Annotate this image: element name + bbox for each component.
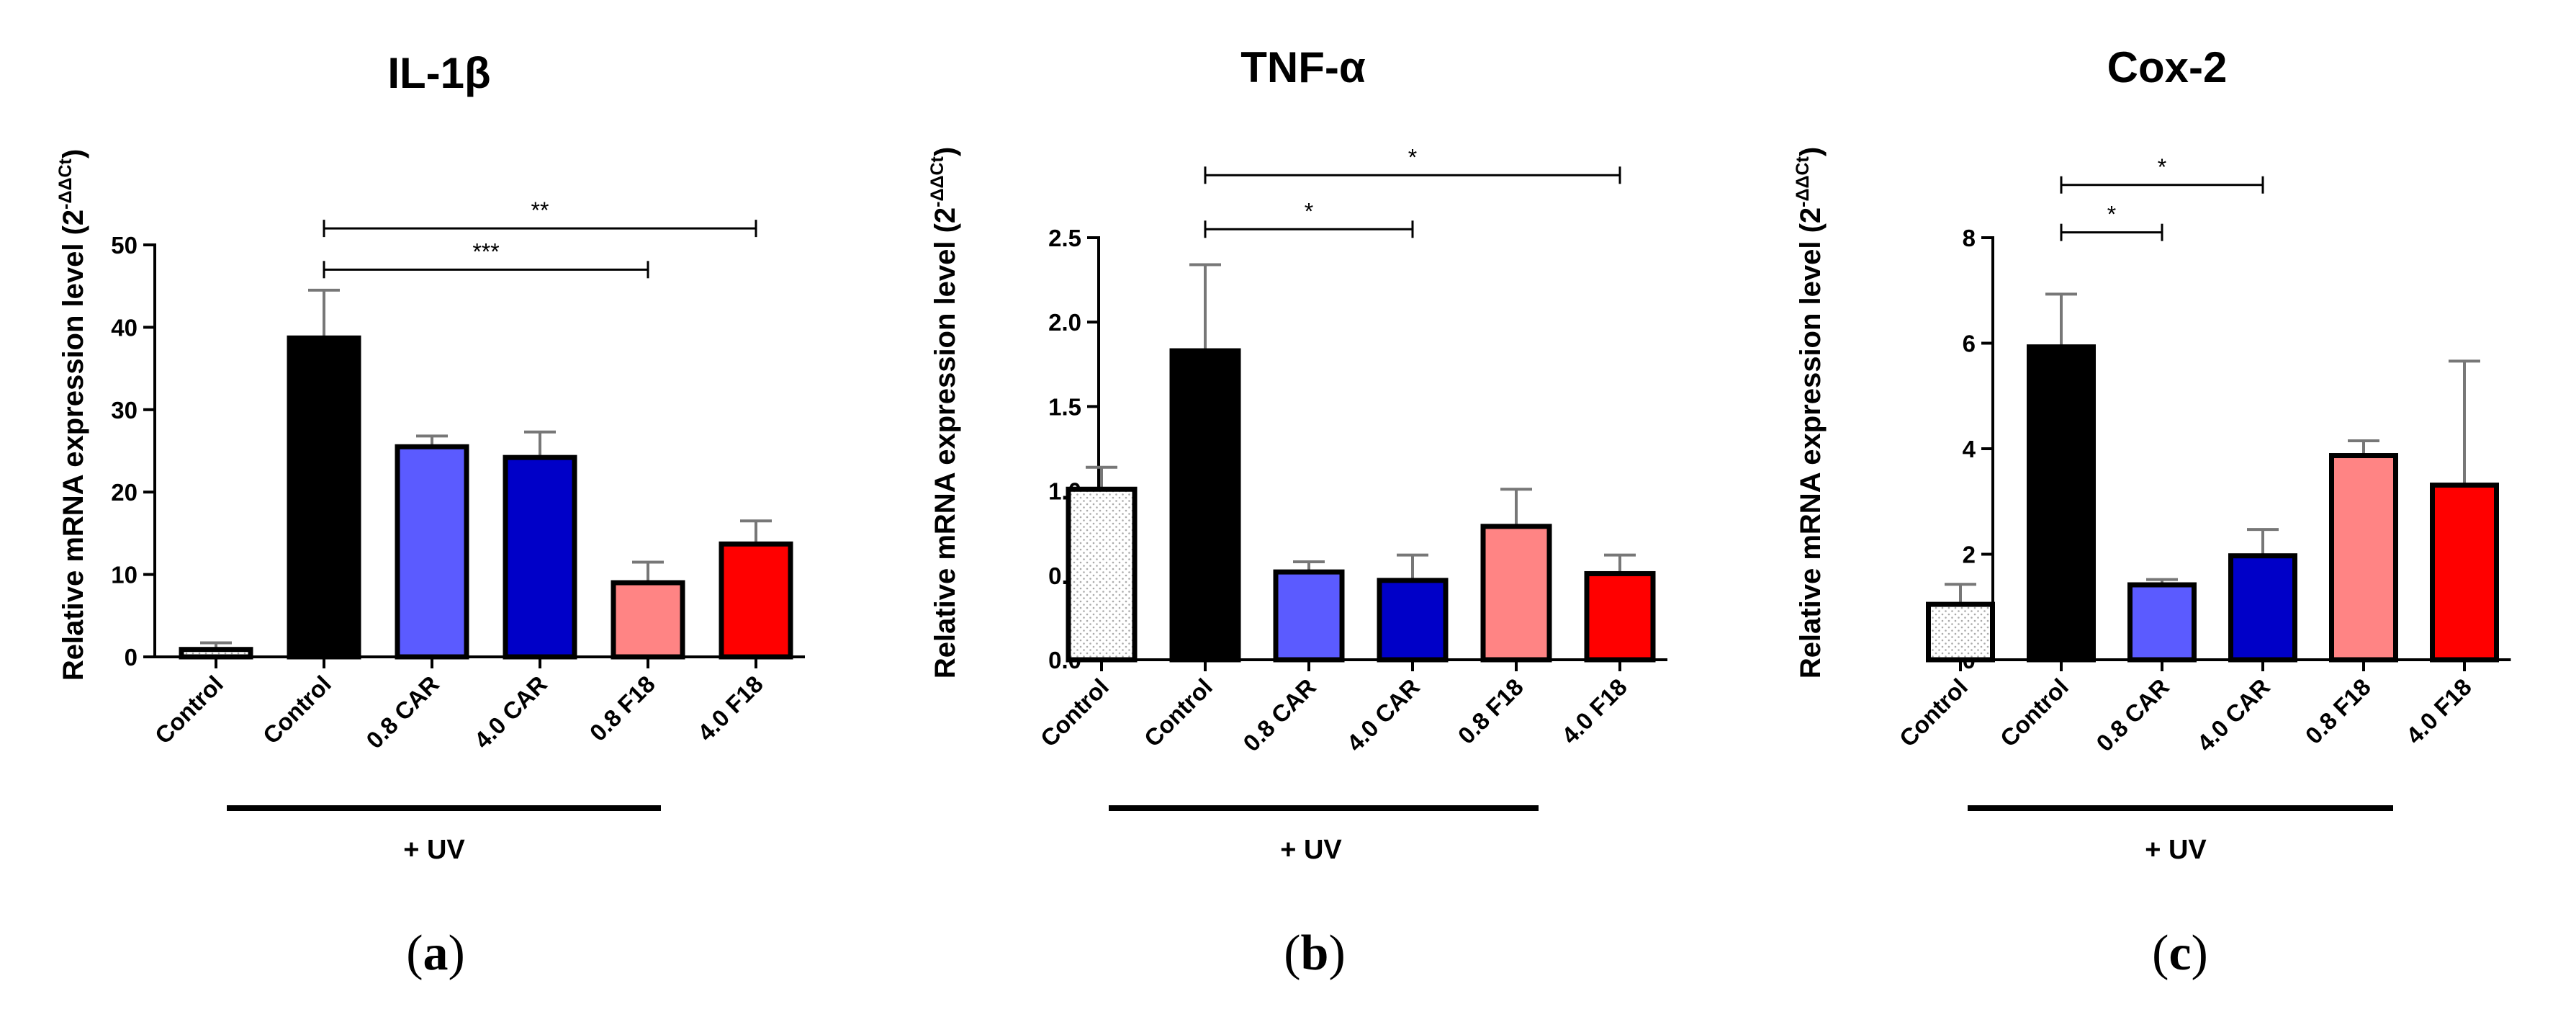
y-axis-label: Relative mRNA expression level (2-ΔΔCt): [927, 147, 961, 678]
category-label: 4.0 CAR: [1341, 673, 1425, 757]
y-axis-label-main: Relative mRNA expression level (2: [1795, 207, 1827, 678]
panel-label-open: (: [406, 926, 423, 981]
category-label: 0.8 F18: [1453, 673, 1528, 749]
y-tick-label: 2: [1963, 542, 1976, 568]
panel-label: (c): [2152, 926, 2208, 981]
bar: [1169, 348, 1241, 663]
y-tick-label: 50: [111, 232, 138, 259]
y-axis-label-close: ): [58, 149, 89, 158]
bar: [1584, 570, 1656, 663]
bar: [1377, 578, 1449, 663]
panel-label-letter: c: [2169, 926, 2191, 981]
y-tick-label: 40: [111, 314, 138, 341]
y-axis-label: Relative mRNA expression level (2-ΔΔCt): [1793, 147, 1827, 678]
bar: [395, 444, 469, 660]
category-label: 0.8 CAR: [1238, 673, 1321, 757]
chart-title: TNF-α: [1240, 43, 1366, 91]
category-label: 4.0 F18: [1557, 673, 1632, 749]
bar: [179, 647, 253, 660]
y-axis-label-sup: -ΔΔCt: [55, 158, 76, 209]
panel-label: (b): [1284, 926, 1346, 981]
y-axis-label-close: ): [1795, 147, 1827, 156]
bar: [2329, 453, 2398, 663]
category-label: Control: [258, 671, 336, 749]
uv-group-label: + UV: [2145, 835, 2207, 865]
uv-group-label: + UV: [1280, 835, 1342, 865]
panel-label-letter: a: [423, 926, 449, 981]
significance-label: ***: [472, 238, 499, 264]
bar: [611, 580, 685, 660]
y-tick-label: 1.5: [1048, 393, 1081, 420]
category-label: Control: [1139, 673, 1217, 752]
bar: [503, 454, 577, 660]
chart-title: Cox-2: [2107, 43, 2228, 91]
bar: [2430, 483, 2499, 663]
bar: [1480, 524, 1552, 663]
uv-group-label: + UV: [403, 835, 465, 865]
category-label: 0.8 CAR: [361, 671, 444, 754]
y-tick-label: 20: [111, 479, 138, 506]
category-label: 0.8 F18: [2300, 673, 2376, 749]
bar: [2228, 553, 2297, 663]
chart-a: IL-1β 0 10 20 30 40 50 Relative mRNA expression…: [55, 49, 805, 981]
panel-label-letter: b: [1301, 926, 1329, 981]
y-axis-label-main: Relative mRNA expression level (2: [58, 210, 89, 681]
significance-label: *: [2158, 154, 2166, 180]
bar: [1066, 486, 1138, 663]
y-axis-label-main: Relative mRNA expression level (2: [929, 207, 961, 678]
category-label: Control: [1995, 673, 2073, 752]
category-label: Control: [150, 671, 228, 749]
panel-label-close: ): [2192, 926, 2208, 981]
category-label: 0.8 F18: [585, 671, 660, 746]
category-label: Control: [1035, 673, 1114, 752]
panel-label-close: ): [449, 926, 465, 981]
bar: [287, 335, 361, 660]
bar: [1273, 569, 1345, 663]
panel-label-close: ): [1328, 926, 1345, 981]
y-tick-label: 8: [1963, 225, 1976, 251]
bar: [2127, 582, 2197, 663]
bar: [719, 541, 793, 660]
significance-label: *: [1305, 198, 1313, 224]
y-tick-label: 30: [111, 397, 138, 424]
y-axis-label-sup: -ΔΔCt: [927, 156, 947, 207]
y-tick-label: 10: [111, 562, 138, 588]
y-axis-label-sup: -ΔΔCt: [1793, 156, 1813, 207]
category-label: 0.8 CAR: [2091, 673, 2174, 757]
y-axis-label-close: ): [929, 147, 961, 156]
panel-label-open: (: [1284, 926, 1300, 981]
chart-c: Cox-202468Relative mRNA expression level…: [1793, 43, 2511, 981]
category-label: 4.0 F18: [693, 671, 768, 746]
category-label: Control: [1894, 673, 1973, 752]
bar: [1926, 601, 1995, 663]
category-label: 4.0 F18: [2401, 673, 2477, 749]
significance-label: *: [2107, 202, 2116, 228]
significance-label: *: [1408, 144, 1417, 170]
y-tick-label: 2.5: [1048, 225, 1081, 251]
panel-label-open: (: [2152, 926, 2169, 981]
y-tick-label: 4: [1963, 436, 1976, 462]
category-label: 4.0 CAR: [469, 671, 552, 754]
y-axis-label: Relative mRNA expression level (2-ΔΔCt): [55, 149, 89, 681]
chart-title: IL-1β: [387, 49, 490, 97]
significance-label: **: [531, 197, 549, 223]
y-tick-label: 2.0: [1048, 309, 1081, 336]
y-tick-label: 6: [1963, 331, 1976, 357]
category-label: 4.0 CAR: [2192, 673, 2275, 757]
bar: [2027, 344, 2096, 663]
panel-label: (a): [406, 926, 465, 981]
y-tick-label: 0: [125, 644, 138, 671]
